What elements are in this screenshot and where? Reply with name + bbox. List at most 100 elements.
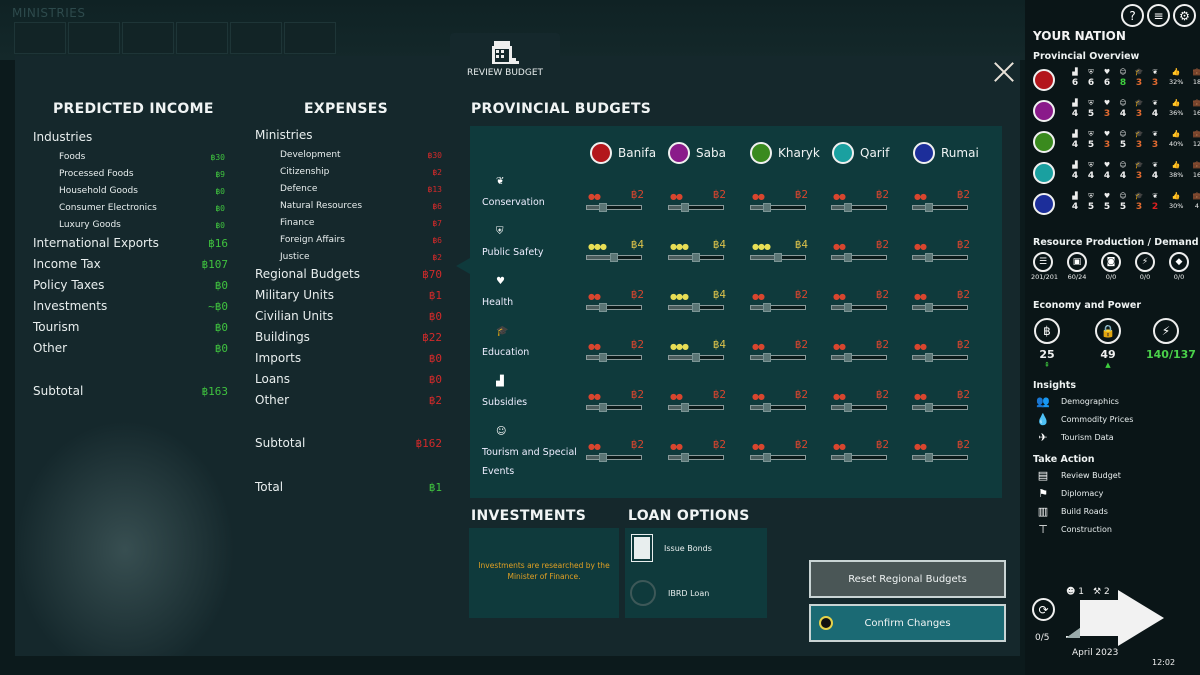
province-header-qarif[interactable]: Qarif (832, 142, 889, 164)
budget-slider[interactable] (831, 353, 887, 362)
slider-thumb[interactable] (763, 303, 772, 312)
resource-item[interactable]: ⚡ 0/0 (1133, 252, 1157, 281)
resource-item[interactable]: ▣ 60/24 (1065, 252, 1089, 281)
slider-thumb[interactable] (599, 353, 608, 362)
ministry-slot[interactable] (284, 22, 336, 54)
resource-item[interactable]: ◆ 0/0 (1167, 252, 1191, 281)
slider-thumb[interactable] (925, 303, 934, 312)
slider-thumb[interactable] (681, 403, 690, 412)
slider-thumb[interactable] (763, 203, 772, 212)
budget-slider[interactable] (586, 303, 642, 312)
close-button[interactable] (993, 61, 1015, 83)
budget-slider[interactable] (668, 453, 724, 462)
budget-slider[interactable] (586, 203, 642, 212)
slider-thumb[interactable] (844, 453, 853, 462)
slider-thumb[interactable] (925, 453, 934, 462)
cycle-button[interactable]: ⟳ (1032, 598, 1055, 621)
budget-slider[interactable] (668, 353, 724, 362)
budget-slider[interactable] (912, 453, 968, 462)
slider-thumb[interactable] (774, 253, 782, 262)
confirm-changes-button[interactable]: Confirm Changes (809, 604, 1006, 642)
ministry-slot[interactable] (122, 22, 174, 54)
slider-thumb[interactable] (925, 403, 934, 412)
reset-regional-budgets-button[interactable]: Reset Regional Budgets (809, 560, 1006, 598)
slider-thumb[interactable] (681, 203, 690, 212)
budget-slider[interactable] (831, 253, 887, 262)
slider-thumb[interactable] (844, 303, 853, 312)
ministry-slot[interactable] (14, 22, 66, 54)
budget-slider[interactable] (831, 453, 887, 462)
overview-row-qarif[interactable]: ▟ 4 ⛨ 4 ♥ 4 ☺ 4 🎓 3 ❦ 4 👍 38% 💼 16 (1033, 161, 1200, 187)
action-build-roads[interactable]: ▥ Build Roads (1033, 505, 1108, 518)
ibrd-loan-option[interactable]: IBRD Loan (630, 580, 709, 606)
budget-slider[interactable] (586, 403, 642, 412)
ministry-slot[interactable] (230, 22, 282, 54)
slider-thumb[interactable] (599, 303, 608, 312)
slider-thumb[interactable] (599, 403, 608, 412)
resource-item[interactable]: ◙ 0/0 (1099, 252, 1123, 281)
budget-slider[interactable] (586, 353, 642, 362)
budget-slider[interactable] (912, 303, 968, 312)
resource-item[interactable]: ☰ 201/201 (1031, 252, 1058, 281)
slider-thumb[interactable] (763, 403, 772, 412)
economy-item[interactable]: 🔒 49 ▲ (1088, 318, 1128, 369)
slider-thumb[interactable] (681, 453, 690, 462)
slider-thumb[interactable] (763, 453, 772, 462)
slider-thumb[interactable] (925, 253, 934, 262)
action-construction[interactable]: ⊤ Construction (1033, 523, 1112, 536)
budget-slider[interactable] (668, 253, 724, 262)
slider-thumb[interactable] (610, 253, 618, 262)
action-review-budget[interactable]: ▤ Review Budget (1033, 469, 1121, 482)
action-diplomacy[interactable]: ⚑ Diplomacy (1033, 487, 1103, 500)
insight-demographics[interactable]: 👥 Demographics (1033, 395, 1119, 408)
help-button[interactable]: ? (1121, 4, 1144, 27)
slider-thumb[interactable] (599, 203, 608, 212)
ministry-slot[interactable] (176, 22, 228, 54)
issue-bonds-option[interactable]: Issue Bonds (631, 534, 712, 562)
menu-button[interactable]: ≡ (1147, 4, 1170, 27)
slider-thumb[interactable] (692, 253, 700, 262)
slider-thumb[interactable] (925, 353, 934, 362)
budget-slider[interactable] (831, 403, 887, 412)
budget-slider[interactable] (912, 253, 968, 262)
slider-thumb[interactable] (599, 453, 608, 462)
ministry-slot[interactable] (68, 22, 120, 54)
budget-slider[interactable] (912, 353, 968, 362)
province-header-rumai[interactable]: Rumai (913, 142, 979, 164)
budget-slider[interactable] (668, 403, 724, 412)
budget-slider[interactable] (750, 353, 806, 362)
overview-row-kharyk[interactable]: ▟ 4 ⛨ 5 ♥ 3 ☺ 5 🎓 3 ❦ 3 👍 40% 💼 12 (1033, 130, 1200, 156)
economy-item[interactable]: ⚡ 140/137 (1146, 318, 1196, 361)
budget-slider[interactable] (586, 453, 642, 462)
budget-slider[interactable] (750, 303, 806, 312)
budget-slider[interactable] (586, 253, 642, 262)
slider-thumb[interactable] (692, 303, 700, 312)
budget-slider[interactable] (668, 203, 724, 212)
slider-thumb[interactable] (844, 253, 853, 262)
budget-slider[interactable] (912, 403, 968, 412)
budget-slider[interactable] (750, 203, 806, 212)
budget-slider[interactable] (831, 203, 887, 212)
budget-slider[interactable] (750, 253, 806, 262)
budget-slider[interactable] (912, 203, 968, 212)
insight-tourism-data[interactable]: ✈ Tourism Data (1033, 431, 1113, 444)
overview-row-rumai[interactable]: ▟ 4 ⛨ 5 ♥ 5 ☺ 5 🎓 3 ❦ 2 👍 30% 💼 4 (1033, 192, 1200, 218)
slider-thumb[interactable] (763, 353, 772, 362)
budget-slider[interactable] (750, 453, 806, 462)
settings-button[interactable]: ⚙ (1173, 4, 1196, 27)
end-turn-arrow-button[interactable] (1060, 590, 1170, 650)
slider-thumb[interactable] (925, 203, 934, 212)
slider-thumb[interactable] (844, 353, 853, 362)
budget-slider[interactable] (750, 403, 806, 412)
slider-thumb[interactable] (844, 203, 853, 212)
province-header-saba[interactable]: Saba (668, 142, 726, 164)
insight-commodity-prices[interactable]: 💧 Commodity Prices (1033, 413, 1133, 426)
overview-row-saba[interactable]: ▟ 4 ⛨ 5 ♥ 3 ☺ 4 🎓 3 ❦ 4 👍 36% 💼 16 (1033, 99, 1200, 125)
province-header-kharyk[interactable]: Kharyk (750, 142, 820, 164)
overview-row-banifa[interactable]: ▟ 6 ⛨ 6 ♥ 6 ☺ 8 🎓 3 ❦ 3 👍 32% 💼 18 (1033, 68, 1200, 94)
province-header-banifa[interactable]: Banifa (590, 142, 656, 164)
budget-slider[interactable] (831, 303, 887, 312)
slider-thumb[interactable] (844, 403, 853, 412)
slider-thumb[interactable] (692, 353, 700, 362)
budget-slider[interactable] (668, 303, 724, 312)
